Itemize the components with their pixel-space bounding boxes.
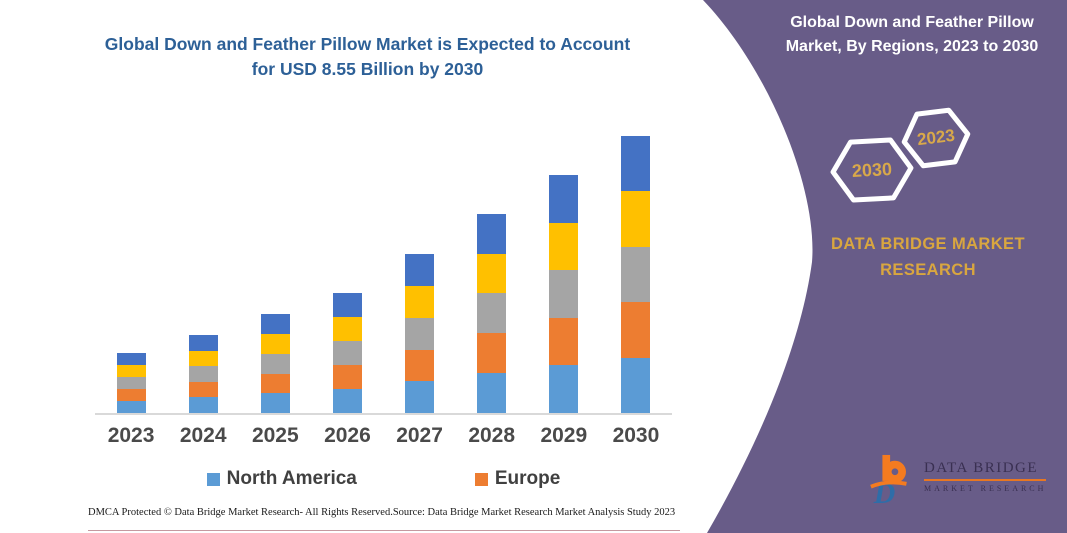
x-axis-label-2025: 2025 (251, 424, 299, 447)
bar-segment-series4 (405, 286, 435, 318)
bar-segment-north-america (260, 393, 290, 413)
legend-item-europe: Europe (474, 468, 561, 490)
bar-segment-series3 (405, 317, 435, 350)
bar-segment-europe (405, 349, 435, 382)
bar-segment-europe (549, 317, 579, 366)
bar-segment-europe (260, 373, 290, 394)
legend-label: Europe (494, 468, 561, 489)
x-axis-label-2024: 2024 (179, 424, 227, 447)
bar-segment-series3 (477, 293, 507, 334)
bar-segment-series3 (260, 353, 290, 374)
x-axis-label-2029: 2029 (540, 424, 588, 447)
x-axis-labels: 2023 2024 2025 2026 2027 2028 2029 2030 (95, 424, 672, 448)
bar-column-2025 (239, 314, 311, 413)
footer: DMCA Protected © Data Bridge Market Rese… (88, 507, 676, 518)
bar-column-2027 (384, 254, 456, 413)
stacked-bar-2029 (549, 174, 579, 413)
bar-column-2023 (95, 353, 167, 413)
source-text: Source: Data Bridge Market Research Mark… (392, 507, 676, 518)
legend-swatch-north-america (206, 472, 220, 486)
bar-segment-series4 (549, 222, 579, 271)
bar-column-2028 (456, 213, 528, 413)
bar-segment-series3 (332, 341, 362, 366)
chart-legend: North America Europe (95, 468, 672, 490)
x-axis-label-2026: 2026 (324, 424, 371, 447)
x-axis-label-2023: 2023 (107, 424, 155, 447)
bar-segment-series3 (116, 377, 146, 390)
bar-chart-plot (95, 122, 672, 415)
stacked-bar-2023 (116, 353, 146, 413)
stacked-bar-2025 (260, 314, 290, 413)
bar-segment-series5 (116, 353, 146, 366)
bar-segment-north-america (332, 389, 362, 413)
bar-segment-series5 (332, 293, 362, 318)
bar-segment-series4 (621, 191, 651, 247)
legend-item-north-america: North America (206, 468, 357, 490)
bar-column-2030 (600, 136, 672, 413)
bar-segment-europe (477, 333, 507, 374)
stacked-bar-2026 (332, 293, 362, 413)
dmca-text: DMCA Protected © Data Bridge Market Rese… (88, 507, 393, 518)
bar-column-2029 (528, 174, 600, 413)
bar-segment-series5 (188, 335, 218, 351)
bar-segment-europe (621, 302, 651, 358)
bar-segment-series4 (332, 317, 362, 342)
bar-segment-series4 (477, 253, 507, 294)
stacked-bar-2030 (621, 136, 651, 413)
bar-segment-series4 (188, 350, 218, 367)
chart-title: Global Down and Feather Pillow Market is… (104, 34, 631, 80)
bar-segment-series4 (116, 365, 146, 378)
legend-swatch-europe (474, 472, 488, 486)
purple-panel-shape (703, 0, 1067, 533)
bar-segment-north-america (621, 357, 651, 413)
bar-segment-north-america (405, 381, 435, 413)
bar-segment-series5 (477, 213, 507, 254)
x-axis-label-2030: 2030 (612, 424, 660, 447)
bar-segment-series5 (405, 254, 435, 286)
bar-segment-series5 (621, 136, 651, 192)
bar-segment-europe (116, 389, 146, 402)
bottom-divider (88, 530, 680, 531)
x-axis-label-2027: 2027 (396, 424, 443, 447)
bar-segment-series5 (260, 314, 290, 334)
legend-label: North America (226, 468, 357, 489)
bar-segment-europe (332, 365, 362, 390)
bar-column-2024 (167, 335, 239, 413)
stacked-bar-2024 (188, 335, 218, 413)
bar-segment-north-america (549, 365, 579, 413)
bar-segment-europe (188, 381, 218, 398)
bar-segment-north-america (188, 397, 218, 413)
stacked-bar-2028 (477, 213, 507, 413)
stacked-bar-2027 (405, 254, 435, 413)
bar-segment-series4 (260, 334, 290, 354)
bar-column-2026 (311, 293, 383, 413)
bar-segment-series5 (549, 174, 579, 223)
bar-segment-series3 (621, 246, 651, 303)
bar-segment-series3 (188, 366, 218, 382)
x-axis-label-2028: 2028 (468, 424, 516, 447)
bar-segment-north-america (116, 401, 146, 413)
bar-segment-north-america (477, 373, 507, 413)
bar-segment-series3 (549, 270, 579, 318)
